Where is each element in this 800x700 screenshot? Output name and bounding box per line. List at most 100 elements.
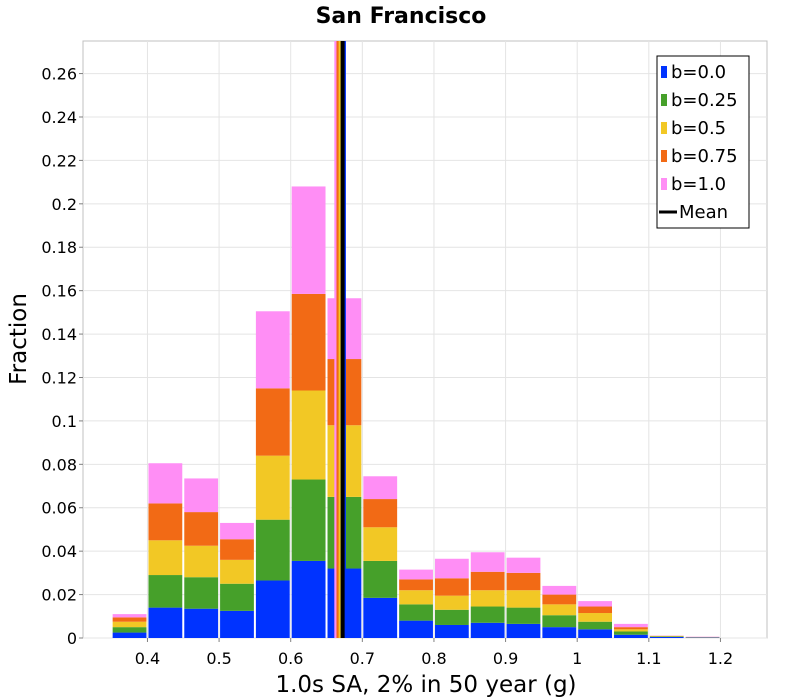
bar-segment (399, 579, 433, 591)
y-axis-ticks: 0 0.02 0.04 0.06 0.08 0.1 0.12 0.14 0.16 0.18 0.2 0… (41, 65, 83, 648)
x-tick-label: 0.8 (421, 649, 446, 668)
y-tick-label: 0.1 (52, 412, 77, 431)
bar-segment (434, 578, 469, 596)
bar-segment (434, 609, 469, 625)
bar-segment (470, 622, 505, 638)
bar-segment (148, 503, 183, 541)
bar-segment (578, 606, 613, 614)
bar-segment (220, 539, 254, 560)
y-tick-label: 0.12 (41, 368, 77, 387)
bar-segment (470, 571, 505, 591)
y-tick-label: 0.26 (41, 65, 77, 84)
bar-segment (148, 463, 183, 504)
bar-segment (148, 575, 183, 608)
bar-segment (399, 620, 433, 638)
bar-segment (291, 479, 326, 561)
y-tick-label: 0.18 (41, 238, 77, 257)
x-axis-ticks: 0.4 0.5 0.6 0.7 0.8 0.9 1 1.1 1.2 (135, 638, 733, 668)
bar-segment (434, 558, 469, 579)
x-tick-label: 0.5 (206, 649, 231, 668)
legend-box (656, 55, 750, 229)
legend-label: b=1.0 (671, 174, 726, 195)
bar-group (112, 186, 720, 638)
bar-segment (112, 621, 147, 628)
y-axis-label: Fraction (6, 293, 32, 385)
x-tick-label: 1.1 (636, 649, 661, 668)
x-tick-label: 0.7 (350, 649, 375, 668)
bar-segment (614, 629, 648, 632)
bar-segment (112, 614, 147, 618)
bar-segment (542, 594, 577, 605)
bar-segment (578, 601, 613, 607)
y-tick-label: 0.02 (41, 586, 77, 605)
bar-segment (112, 617, 147, 622)
legend-swatch (661, 66, 667, 78)
bar-segment (184, 545, 219, 578)
bar-segment (255, 580, 290, 638)
bar-segment (363, 597, 398, 638)
chart-title: San Francisco (316, 4, 487, 29)
x-tick-label: 0.6 (278, 649, 303, 668)
bar-segment (220, 522, 254, 540)
legend-label: b=0.5 (671, 118, 726, 139)
bar-segment (614, 623, 648, 628)
bar-segment (255, 388, 290, 456)
bar-segment (399, 569, 433, 580)
bar-segment (148, 607, 183, 638)
x-axis-label: 1.0s SA, 2% in 50 year (g) (275, 672, 576, 698)
y-tick-label: 0.14 (41, 325, 77, 344)
legend-label: Mean (679, 202, 728, 223)
bar-segment (542, 627, 577, 638)
y-tick-label: 0.16 (41, 282, 77, 301)
bar-segment (434, 595, 469, 610)
y-tick-label: 0.22 (41, 151, 77, 170)
legend-swatch (661, 122, 667, 134)
bar-segment (255, 519, 290, 581)
bar-segment (649, 636, 684, 638)
legend-label: b=0.25 (671, 90, 738, 111)
bar-segment (220, 583, 254, 611)
y-tick-label: 0.24 (41, 108, 77, 127)
bar-segment (220, 610, 254, 638)
bar-segment (363, 560, 398, 598)
bar-segment (184, 478, 219, 513)
bar-segment (578, 613, 613, 622)
bar-segment (506, 590, 541, 608)
bar-segment (363, 499, 398, 528)
bar-segment (506, 557, 541, 573)
bar-segment (184, 577, 219, 609)
bar-segment (112, 627, 147, 633)
bar-segment (255, 455, 290, 520)
bar-segment (578, 629, 613, 638)
x-tick-label: 0.9 (493, 649, 518, 668)
bar-segment (470, 606, 505, 623)
legend-label: b=0.0 (671, 62, 726, 83)
x-tick-label: 0.4 (135, 649, 160, 668)
legend-swatch (661, 178, 667, 190)
bar-segment (255, 311, 290, 389)
bar-segment (399, 590, 433, 605)
bar-segment (363, 527, 398, 561)
bar-segment (291, 186, 326, 294)
bar-segment (614, 631, 648, 635)
bar-segment (506, 572, 541, 591)
bar-segment (470, 590, 505, 607)
bar-segment (291, 293, 326, 391)
y-tick-label: 0.06 (41, 499, 77, 518)
bar-segment (434, 624, 469, 638)
x-tick-label: 1.2 (708, 649, 733, 668)
bar-segment (542, 604, 577, 616)
y-tick-label: 0.08 (41, 455, 77, 474)
bar-segment (614, 627, 648, 630)
bar-segment (399, 604, 433, 621)
bar-segment (470, 552, 505, 572)
x-tick-label: 1 (572, 649, 582, 668)
bar-segment (506, 623, 541, 638)
bar-segment (291, 390, 326, 480)
bar-segment (614, 634, 648, 638)
y-tick-label: 0 (67, 629, 77, 648)
bar-segment (184, 512, 219, 546)
y-tick-label: 0.2 (52, 195, 77, 214)
legend-swatch (661, 94, 667, 106)
